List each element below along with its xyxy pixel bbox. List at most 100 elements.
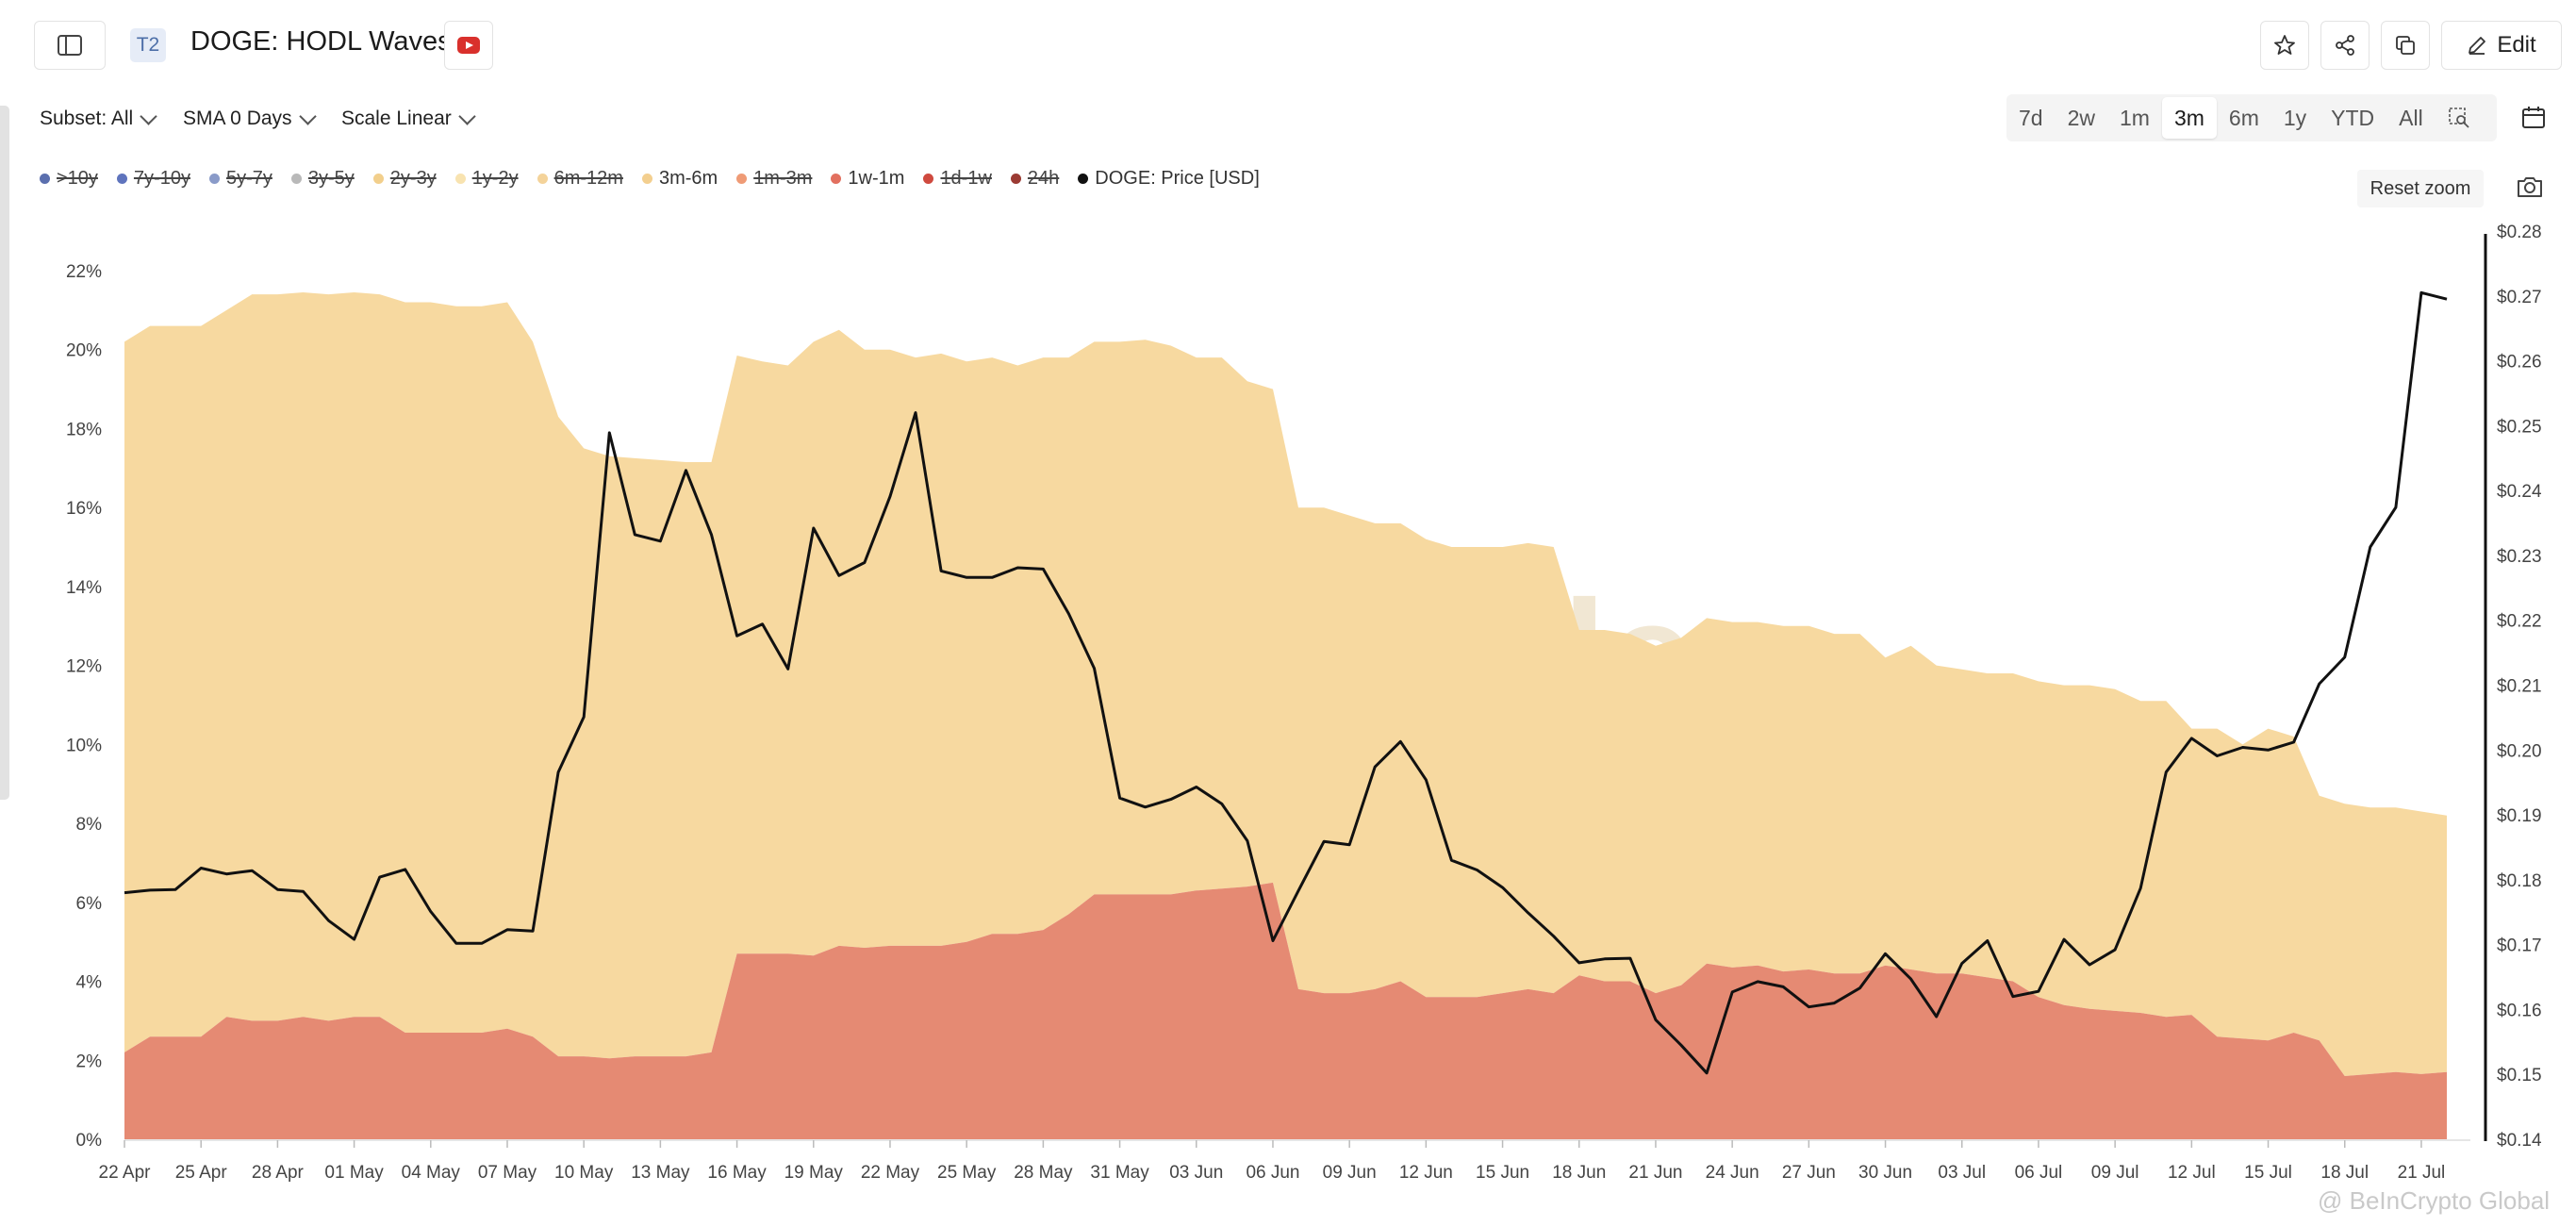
legend-dot (454, 174, 466, 184)
legend-item[interactable]: 1y-2y (454, 168, 519, 190)
x-tick-label: 18 Jun (1552, 1163, 1606, 1183)
sidebar-scrollbar[interactable] (0, 106, 9, 800)
calendar-button[interactable] (2508, 94, 2559, 141)
legend-label: DOGE: Price [USD] (1095, 168, 1260, 189)
range-1y[interactable]: 1y (2283, 105, 2307, 130)
x-tick-label: 04 May (402, 1163, 461, 1183)
legend-label: 3y-5y (307, 168, 355, 189)
x-tick-label: 07 May (478, 1163, 537, 1183)
y-left-tick-label: 16% (66, 499, 102, 519)
x-tick-label: 28 Apr (252, 1163, 305, 1183)
legend-label: 1w-1m (848, 168, 905, 189)
legend-dot (1078, 174, 1089, 184)
legend-item[interactable]: 6m-12m (537, 168, 623, 190)
x-tick-label: 10 May (554, 1163, 614, 1183)
y-left-tick-label: 22% (66, 262, 102, 282)
y-left-tick-label: 8% (76, 815, 103, 835)
x-tick-label: 21 Jun (1628, 1163, 1682, 1183)
legend-label: 1y-2y (471, 168, 519, 189)
x-tick-label: 15 Jun (1476, 1163, 1529, 1183)
edit-label: Edit (2497, 32, 2536, 58)
legend-item[interactable]: 7y-10y (116, 168, 190, 190)
legend-item[interactable]: DOGE: Price [USD] (1078, 168, 1260, 190)
y-left-tick-label: 18% (66, 420, 102, 439)
y-right-tick-label: $0.28 (2497, 223, 2542, 242)
x-tick-label: 09 Jun (1323, 1163, 1377, 1183)
range-3m[interactable]: 3m (2161, 97, 2217, 139)
range-selector: 7d 2w 1m 3m 6m 1y YTD All (2006, 94, 2497, 141)
x-tick-label: 18 Jul (2320, 1163, 2369, 1183)
y-right-tick-label: $0.17 (2497, 936, 2542, 956)
x-tick-label: 30 Jun (1858, 1163, 1912, 1183)
y-right-tick-label: $0.14 (2497, 1131, 2542, 1151)
sidebar-icon (58, 35, 82, 56)
legend-item[interactable]: 3y-5y (290, 168, 355, 190)
subset-dropdown[interactable]: Subset: All (40, 107, 157, 130)
y-left-tick-label: 10% (66, 736, 102, 755)
legend-item[interactable]: 1m-3m (736, 168, 812, 190)
camera-icon (2518, 177, 2542, 197)
legend-label: 2y-3y (389, 168, 437, 189)
legend-dot (208, 174, 220, 184)
edit-button[interactable]: Edit (2441, 21, 2562, 70)
y-right-tick-label: $0.25 (2497, 417, 2542, 437)
x-tick-label: 22 Apr (99, 1163, 152, 1183)
scale-label: Scale Linear (341, 108, 452, 129)
x-tick-label: 22 May (861, 1163, 920, 1183)
x-tick-label: 06 Jun (1246, 1163, 1299, 1183)
sma-dropdown[interactable]: SMA 0 Days (183, 107, 317, 130)
x-tick-label: 31 May (1090, 1163, 1149, 1183)
favorite-button[interactable] (2260, 21, 2309, 70)
x-tick-label: 25 Apr (175, 1163, 228, 1183)
legend-item[interactable]: 3m-6m (641, 168, 718, 190)
y-right-tick-label: $0.19 (2497, 806, 2542, 826)
range-6m[interactable]: 6m (2228, 105, 2259, 130)
range-all[interactable]: All (2399, 105, 2423, 130)
legend-dot (641, 174, 652, 184)
x-tick-label: 15 Jul (2244, 1163, 2292, 1183)
share-icon (2336, 35, 2354, 56)
legend-label: 3m-6m (658, 168, 718, 189)
y-left-tick-label: 2% (76, 1052, 103, 1071)
video-button[interactable] (444, 21, 493, 70)
legend-item[interactable]: 1w-1m (831, 168, 904, 190)
legend-item[interactable]: 24h (1010, 168, 1060, 190)
legend-item[interactable]: >10y (40, 168, 98, 190)
legend-label: 7y-10y (133, 168, 190, 189)
share-button[interactable] (2320, 21, 2370, 70)
legend-label: 24h (1027, 168, 1060, 189)
x-tick-label: 28 May (1014, 1163, 1073, 1183)
legend-item[interactable]: 5y-7y (208, 168, 272, 190)
range-7d[interactable]: 7d (2019, 105, 2043, 130)
screenshot-button[interactable] (2516, 174, 2546, 204)
legend-item[interactable]: 1d-1w (923, 168, 992, 190)
zoom-select-button[interactable] (2436, 97, 2483, 139)
legend-item[interactable]: 2y-3y (372, 168, 437, 190)
youtube-icon (457, 37, 480, 54)
scale-dropdown[interactable]: Scale Linear (341, 107, 476, 130)
pencil-icon (2469, 37, 2486, 55)
x-tick-label: 03 Jul (1938, 1163, 1986, 1183)
legend-dot (923, 174, 934, 184)
sma-label: SMA 0 Days (183, 108, 292, 129)
x-tick-label: 01 May (324, 1163, 384, 1183)
x-tick-label: 19 May (784, 1163, 844, 1183)
y-right-tick-label: $0.16 (2497, 1001, 2542, 1020)
legend-dot (736, 174, 748, 184)
y-right-tick-label: $0.26 (2497, 353, 2542, 373)
duplicate-button[interactable] (2381, 21, 2430, 70)
range-ytd[interactable]: YTD (2331, 105, 2375, 130)
range-2w[interactable]: 2w (2067, 105, 2095, 130)
area-3m-6m (124, 292, 2447, 1076)
legend-dot (1010, 174, 1021, 184)
range-1m[interactable]: 1m (2120, 105, 2150, 130)
zoom-area-icon (2448, 108, 2469, 128)
y-left-tick-label: 20% (66, 341, 102, 361)
reset-zoom-button[interactable]: Reset zoom (2357, 170, 2484, 207)
sidebar-toggle-button[interactable] (34, 21, 106, 70)
legend-label: 5y-7y (225, 168, 272, 189)
legend-dot (831, 174, 842, 184)
area-1w-1m (124, 882, 2447, 1139)
price-line (124, 290, 2448, 1075)
y-right-tick-label: $0.27 (2497, 288, 2542, 307)
